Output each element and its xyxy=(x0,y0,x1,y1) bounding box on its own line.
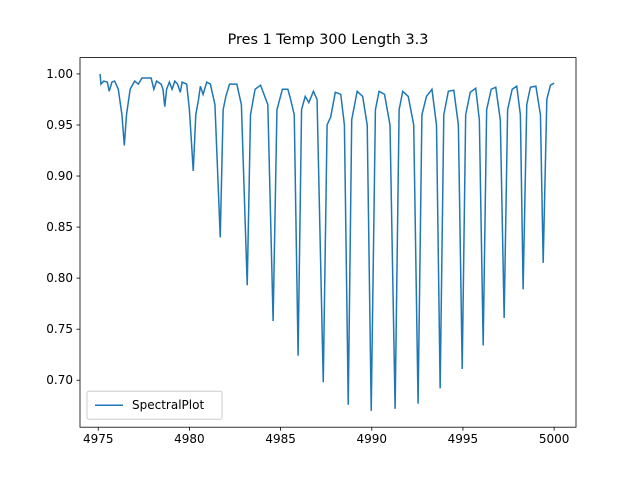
y-tick-label: 0.85 xyxy=(46,220,73,234)
x-tick-label: 4995 xyxy=(448,432,479,446)
y-tick-label: 1.00 xyxy=(46,67,73,81)
legend-box xyxy=(86,390,223,420)
y-tick-label: 0.95 xyxy=(46,118,73,132)
y-tick-label: 0.90 xyxy=(46,169,73,183)
x-tick-label: 4980 xyxy=(174,432,205,446)
chart-title: Pres 1 Temp 300 Length 3.3 xyxy=(228,32,429,48)
y-tick-label: 0.80 xyxy=(46,271,73,285)
data-line xyxy=(99,73,555,411)
x-tick-label: 4985 xyxy=(265,432,296,446)
y-tick-label: 0.70 xyxy=(46,373,73,387)
x-tick-label: 4990 xyxy=(356,432,387,446)
x-tick-label: 5000 xyxy=(539,432,570,446)
plot-frame xyxy=(79,57,577,428)
y-tick-label: 0.75 xyxy=(46,322,73,336)
x-tick-label: 4975 xyxy=(83,432,114,446)
legend-label: SpectralPlot xyxy=(132,398,204,412)
